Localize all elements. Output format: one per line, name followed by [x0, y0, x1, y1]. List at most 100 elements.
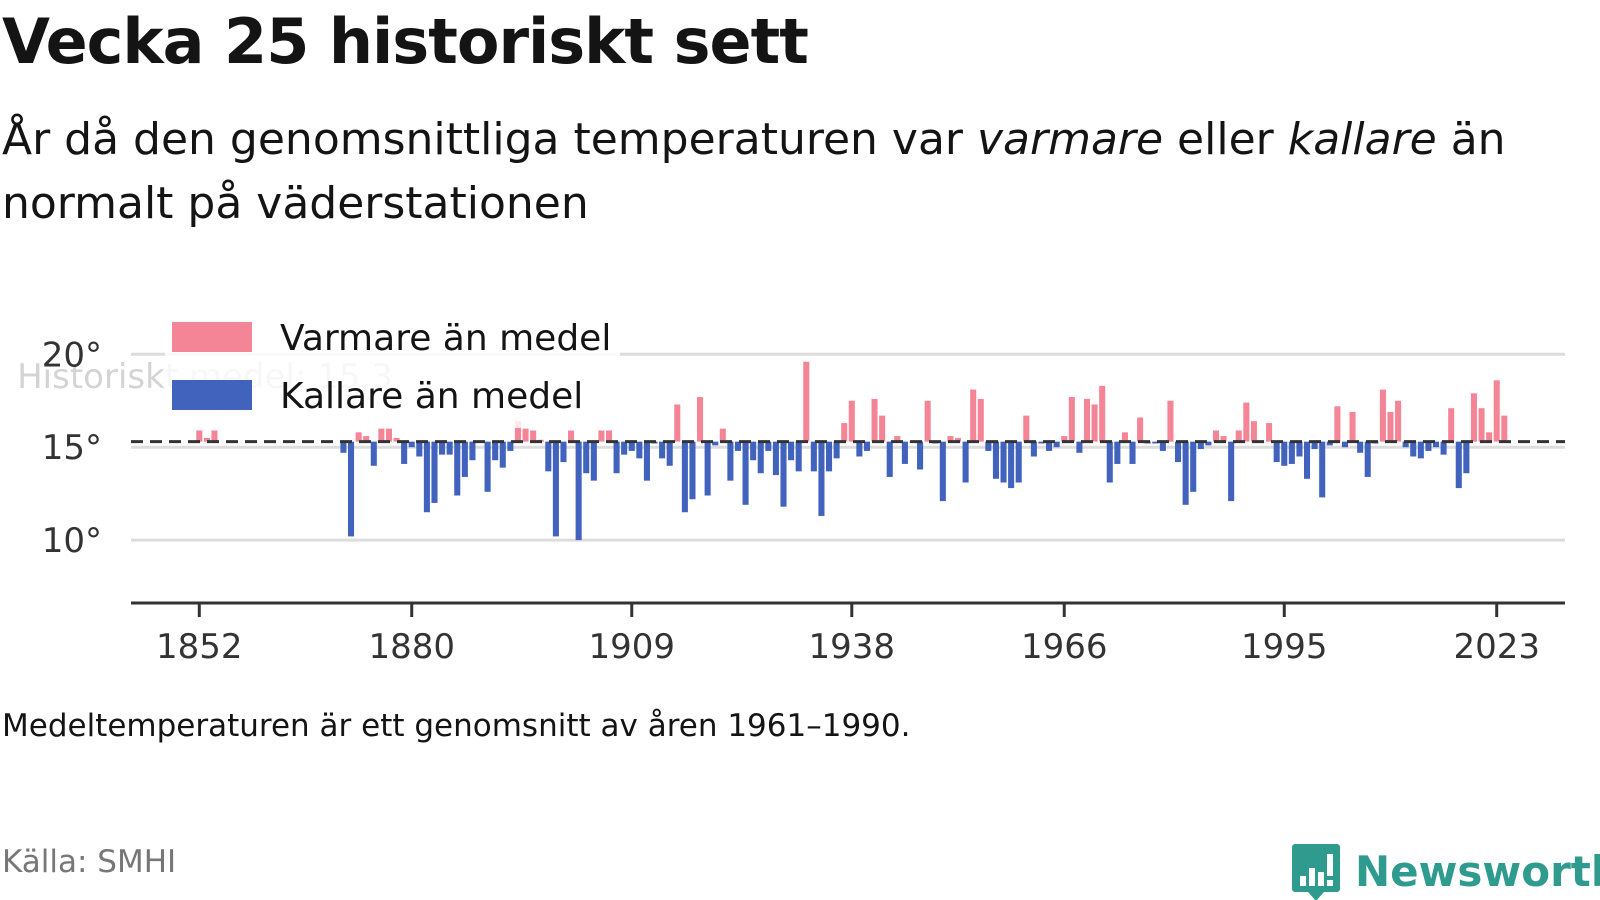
bar-cold-1947: [917, 441, 924, 470]
bar-cold-1984: [1197, 441, 1204, 450]
bar-cold-1893: [507, 441, 514, 451]
bar-warm-1976: [1137, 417, 1144, 442]
bar-warm-2002: [1334, 406, 1341, 442]
bar-warm-1915: [674, 404, 681, 442]
bar-cold-1999: [1311, 441, 1318, 450]
bar-cold-1900: [560, 441, 567, 463]
bar-cold-1871: [340, 441, 347, 453]
bar-warm-1952: [954, 437, 962, 442]
bar-cold-1910: [636, 441, 643, 459]
bar-cold-1890: [484, 441, 491, 492]
bar-warm-1993: [1266, 423, 1273, 442]
bar-cold-1988: [1228, 441, 1235, 502]
bar-cold-2014: [1425, 441, 1432, 451]
bar-cold-1962: [1030, 441, 1037, 457]
bar-warm-1938: [848, 400, 855, 442]
bar-cold-1883: [431, 441, 438, 503]
bar-cold-1898: [545, 441, 552, 472]
bar-cold-1953: [962, 441, 969, 483]
temperature-bar-chart: Historiskt medel: 15,3 10°15°20°18521880…: [17, 312, 1565, 667]
bar-cold-2018: [1455, 441, 1462, 489]
bar-warm-2008: [1379, 389, 1386, 442]
bar-cold-2019: [1463, 441, 1470, 474]
legend: Varmare än medel Kallare än medel: [165, 312, 620, 428]
bar-cold-1936: [833, 441, 840, 459]
bar-warm-1852: [196, 430, 203, 442]
bar-cold-1963: [1038, 441, 1045, 444]
bar-cold-1985: [1205, 441, 1212, 446]
bar-cold-1885: [446, 441, 453, 455]
bar-cold-1916: [681, 441, 688, 513]
bar-cold-1968: [1076, 441, 1083, 453]
bar-warm-1954: [970, 389, 977, 442]
x-tick-label: 1995: [1241, 627, 1328, 667]
bar-warm-1974: [1121, 432, 1128, 442]
bar-cold-2005: [1357, 441, 1364, 453]
bar-warm-1877: [385, 428, 393, 442]
bar-cold-1887: [461, 441, 468, 477]
bar-warm-1918: [697, 397, 704, 442]
bar-cold-1919: [704, 441, 711, 496]
bar-cold-1935: [825, 441, 833, 472]
bar-cold-1979: [1159, 441, 1166, 451]
bar-warm-1878: [393, 437, 400, 442]
y-tick-label: 10°: [42, 521, 102, 561]
bar-cold-2015: [1432, 441, 1440, 448]
bar-cold-2013: [1417, 441, 1424, 459]
bar-cold-1913: [659, 441, 666, 459]
bar-cold-1872: [347, 441, 355, 537]
subtitle-emphasis-warmer: varmare: [976, 114, 1164, 165]
axis-ticks: 10° 15° 20° 1852 1880 1909 1938 1966 1995 2023: [42, 335, 1540, 667]
bar-warm-1991: [1250, 421, 1257, 442]
bar-warm-1970: [1091, 404, 1098, 442]
bar-cold-1899: [552, 441, 559, 537]
bar-cold-1943: [886, 441, 893, 477]
bar-warm-1969: [1083, 398, 1091, 442]
bar-cold-2016: [1440, 441, 1447, 455]
bar-cold-1950: [939, 441, 946, 502]
bar-cold-1960: [1015, 441, 1022, 483]
bar-cold-1886: [454, 441, 461, 496]
bar-warm-1966: [1061, 436, 1068, 442]
bar-warm-1955: [977, 398, 984, 442]
bar-cold-1965: [1053, 441, 1060, 448]
newsworthy-logo-icon: [1292, 844, 1340, 900]
bar-cold-1956: [985, 441, 992, 451]
bar-cold-2006: [1364, 441, 1371, 477]
bar-cold-1904: [590, 441, 597, 481]
bar-cold-1925: [750, 441, 757, 461]
y-tick-label: 15°: [42, 428, 102, 468]
bar-cold-1959: [1008, 441, 1015, 489]
brand[interactable]: Newsworthy: [1291, 842, 1600, 900]
bar-warm-1894: [514, 421, 521, 442]
x-tick-label: 1909: [588, 627, 675, 667]
bar-warm-2004: [1349, 411, 1356, 442]
bar-warm-1980: [1167, 400, 1174, 442]
brand-name[interactable]: Newsworthy: [1355, 847, 1600, 896]
bar-cold-1884: [439, 441, 446, 455]
bar-cold-1928: [772, 441, 779, 476]
bar-cold-1994: [1273, 441, 1280, 463]
legend-swatch-warm: [172, 322, 252, 352]
bar-cold-1892: [499, 441, 506, 468]
bar-cold-1914: [666, 441, 673, 466]
bar-cold-1911: [643, 441, 650, 481]
subtitle-text-2: eller: [1163, 114, 1288, 165]
page-title: Vecka 25 historiskt sett: [2, 5, 809, 78]
bar-warm-1896: [530, 430, 537, 442]
subtitle-text-3: än normalt på väderstationen: [2, 114, 1506, 229]
bar-cold-1972: [1106, 441, 1113, 483]
bar-cold-1909: [628, 441, 635, 451]
bar-warm-1853: [203, 437, 210, 442]
bar-cold-1958: [1000, 441, 1007, 483]
bar-cold-1927: [765, 441, 772, 451]
bar-cold-1903: [583, 441, 590, 474]
bar-cold-1982: [1182, 441, 1189, 505]
bar-cold-1981: [1175, 441, 1182, 463]
bar-cold-1957: [992, 441, 999, 479]
bar-cold-1922: [727, 441, 734, 481]
bar-warm-1873: [355, 432, 362, 442]
bar-warm-2009: [1387, 411, 1394, 442]
x-tick-label: 1852: [156, 627, 243, 667]
bar-cold-2012: [1410, 441, 1417, 457]
